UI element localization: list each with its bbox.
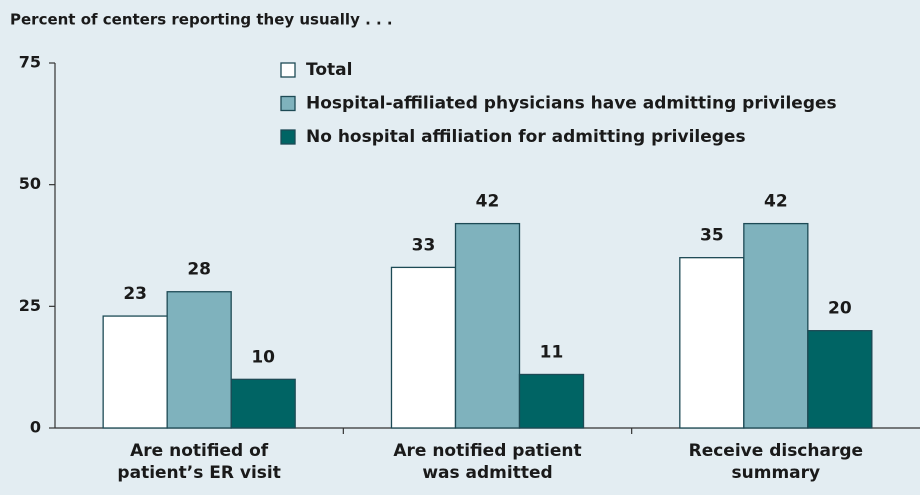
bar xyxy=(454,222,521,429)
legend-label: Total xyxy=(306,60,352,80)
value-label: 23 xyxy=(123,284,147,304)
value-label: 28 xyxy=(187,260,211,280)
legend-swatch xyxy=(280,95,296,112)
value-label: 33 xyxy=(412,235,436,255)
value-label: 42 xyxy=(764,192,788,212)
value-label: 11 xyxy=(540,342,564,362)
value-label: 42 xyxy=(476,192,500,212)
legend-swatch xyxy=(280,62,296,78)
bar xyxy=(518,373,585,429)
legend-label: Hospital-affiliated physicians have admi… xyxy=(306,94,837,114)
legend-swatch xyxy=(280,129,296,145)
y-tick-label: 50 xyxy=(19,174,41,193)
bar xyxy=(390,266,457,429)
value-label: 20 xyxy=(828,299,852,319)
bar xyxy=(743,222,809,429)
bar xyxy=(102,315,168,429)
bar xyxy=(807,330,873,429)
y-tick-label: 0 xyxy=(30,418,41,437)
x-tick-label: Are notified of patient’s ER visit xyxy=(117,441,281,483)
bar xyxy=(166,291,232,429)
value-label: 35 xyxy=(700,226,724,246)
y-tick-label: 25 xyxy=(19,296,41,315)
x-tick-label: Receive discharge summary xyxy=(688,441,864,483)
bar xyxy=(679,257,745,429)
value-label: 10 xyxy=(251,347,275,367)
chart-title: Percent of centers reporting they usuall… xyxy=(10,11,393,29)
bar xyxy=(230,378,296,429)
x-tick-label: Are notified patient was admitted xyxy=(393,441,582,483)
legend-label: No hospital affiliation for admitting pr… xyxy=(306,127,746,147)
y-tick-label: 75 xyxy=(19,53,41,72)
